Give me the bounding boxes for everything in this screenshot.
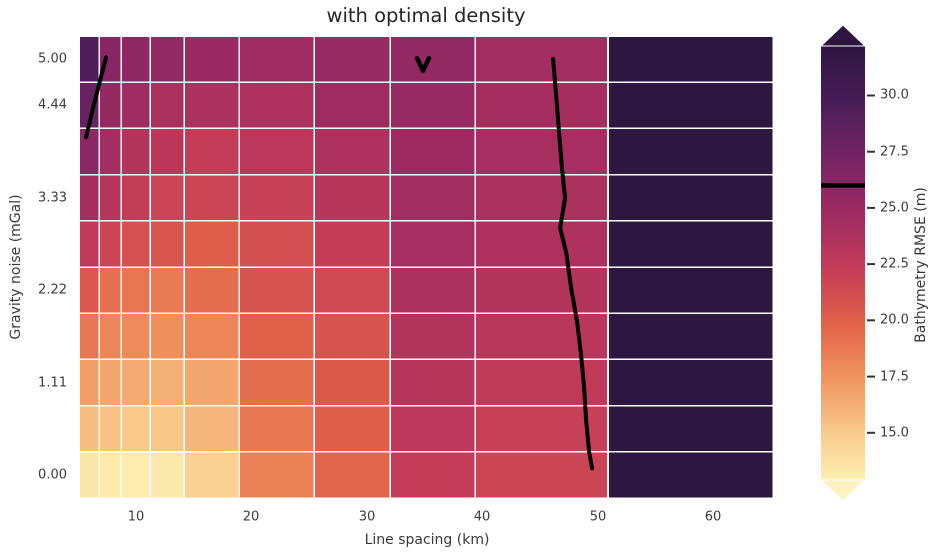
x-tick-label: 60	[704, 509, 722, 525]
x-tick-label: 10	[127, 509, 145, 525]
v-marker	[414, 55, 432, 73]
y-tick-label: 0.00	[38, 467, 67, 483]
colorbar-tick-label: 30.0	[880, 87, 909, 103]
x-tick-label: 30	[358, 509, 376, 525]
x-tick-label: 20	[242, 509, 260, 525]
heatmap-cell	[607, 312, 774, 361]
heatmap-cell	[389, 312, 476, 361]
heatmap-cell	[238, 451, 315, 499]
heatmap-cell	[389, 358, 476, 407]
heatmap-cell	[474, 35, 609, 83]
heatmap-cell	[120, 451, 151, 499]
heatmap-cell	[149, 81, 185, 130]
heatmap-cell	[607, 81, 774, 130]
colorbar-tick-label: 27.5	[880, 144, 909, 160]
colorbar-label: Bathymetry RMSE (m)	[913, 187, 929, 343]
optimal-line	[551, 57, 595, 471]
heatmap-cell	[149, 127, 185, 176]
colorbar-tick-label: 22.5	[880, 256, 909, 272]
heatmap-cell	[389, 404, 476, 453]
heatmap-cell	[149, 173, 185, 222]
colorbar-tick-label: 15.0	[880, 425, 909, 441]
colorbar-level-marker	[821, 183, 865, 188]
x-axis-label: Line spacing (km)	[364, 532, 490, 548]
x-tick-label: 50	[589, 509, 607, 525]
y-tick-label: 5.00	[38, 51, 67, 67]
heatmap-cell	[183, 220, 240, 268]
heatmap-cell	[389, 451, 476, 499]
heatmap-cell	[389, 220, 476, 268]
heatmap-cell	[474, 451, 609, 499]
heatmap-cell	[120, 312, 151, 361]
heatmap-cell	[183, 127, 240, 176]
heatmap-cell	[313, 266, 391, 314]
heatmap-cell	[607, 35, 774, 83]
heatmap-cell	[474, 312, 609, 361]
y-tick-label: 2.22	[38, 282, 67, 298]
heatmap-cell	[149, 312, 185, 361]
heatmap-cell	[607, 451, 774, 499]
heatmap-cell	[238, 404, 315, 453]
heatmap-cell	[313, 35, 391, 83]
heatmap-cell	[474, 266, 609, 314]
chart-title: with optimal density	[326, 4, 526, 27]
heatmap-cell	[607, 220, 774, 268]
heatmap-cell	[607, 127, 774, 176]
heatmap-cell	[474, 220, 609, 268]
colorbar-tick-label: 20.0	[880, 312, 909, 328]
heatmap-cell	[149, 451, 185, 499]
heatmap-cell	[183, 312, 240, 361]
y-tick-label: 4.44	[38, 97, 67, 113]
colorbar-gradient	[821, 46, 865, 480]
contour-segment	[84, 55, 108, 140]
y-tick-label: 1.11	[38, 375, 67, 391]
y-tick-label: 3.33	[38, 190, 67, 206]
x-tick-label: 40	[473, 509, 491, 525]
heatmap-cell	[120, 81, 151, 130]
colorbar-tick-label: 25.0	[880, 200, 909, 216]
y-axis-label: Gravity noise (mGal)	[8, 194, 24, 340]
heatmap-cell	[607, 404, 774, 453]
colorbar-extend-min-arrow	[819, 479, 867, 502]
heatmap-cell	[607, 358, 774, 407]
heatmap-cell	[389, 35, 476, 83]
heatmap-cell	[183, 266, 240, 314]
heatmap-cell	[389, 127, 476, 176]
heatmap-cell	[149, 404, 185, 453]
heatmap-cell	[183, 358, 240, 407]
heatmap-cell	[607, 266, 774, 314]
heatmap-cell	[313, 312, 391, 361]
heatmap-cell	[120, 358, 151, 407]
heatmap-cell	[607, 173, 774, 222]
heatmap-cell	[238, 358, 315, 407]
colorbar-extend-max-arrow	[819, 24, 867, 47]
heatmap-cell	[389, 266, 476, 314]
heatmap-cell	[474, 127, 609, 176]
heatmap-cell	[183, 451, 240, 499]
colorbar-tick-label: 17.5	[880, 369, 909, 385]
